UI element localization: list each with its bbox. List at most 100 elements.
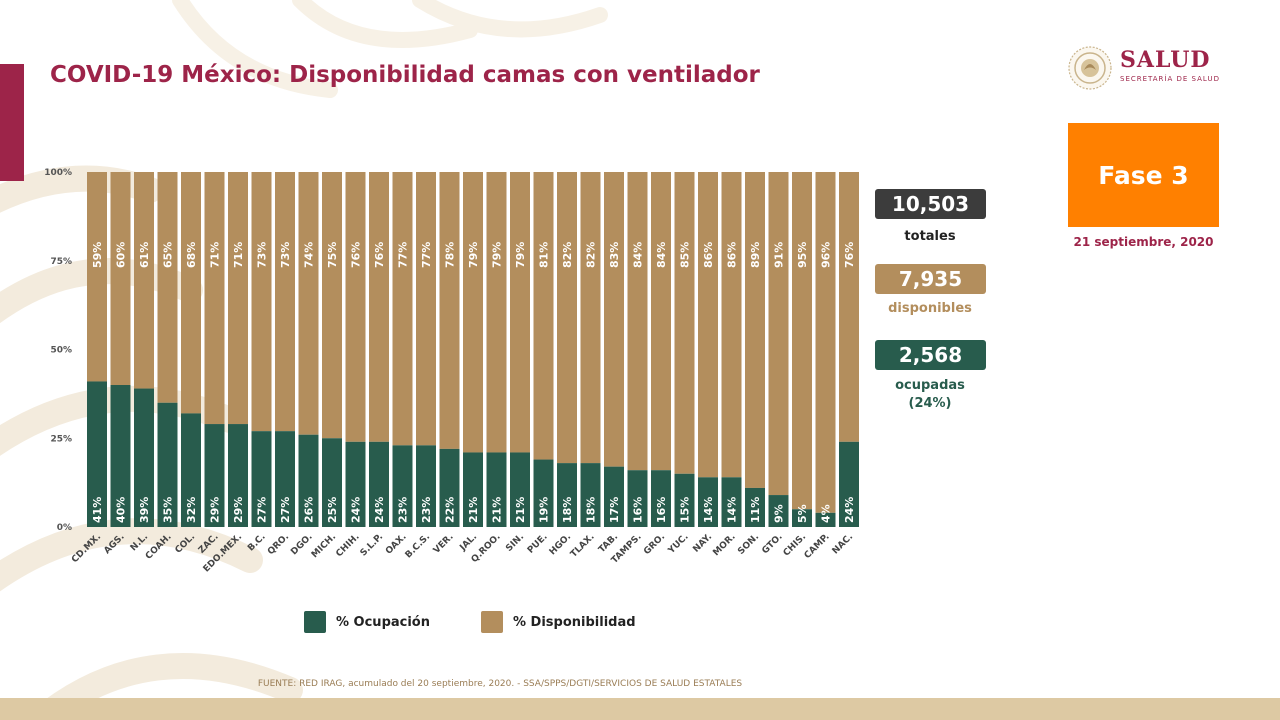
data-label-ocupacion: 41% (91, 497, 104, 523)
bar-ocupacion (627, 470, 648, 527)
bar-disponibilidad (228, 172, 248, 425)
legend-label-disponibilidad: % Disponibilidad (513, 614, 636, 630)
bar-ocupacion (416, 445, 436, 527)
x-tick-label: TLAX. (569, 532, 597, 560)
data-label-ocupacion: 14% (702, 497, 715, 523)
legend-swatch-ocupacion (304, 611, 326, 633)
bar-ocupacion (369, 441, 389, 527)
x-tick-label: SON. (736, 532, 761, 557)
data-label-ocupacion: 18% (585, 497, 598, 523)
data-label-ocupacion: 29% (209, 497, 222, 523)
bar-disponibilidad (486, 172, 507, 453)
x-tick-label: GRO. (642, 532, 667, 557)
y-tick-label: 75% (50, 257, 72, 267)
bar-disponibilidad (181, 172, 201, 414)
x-tick-label: MICH. (310, 532, 338, 560)
disponibles-label: disponibles (888, 301, 972, 316)
bar-disponibilidad (815, 172, 836, 513)
ocupadas-value: 2,568 (875, 340, 986, 370)
data-label-ocupacion: 23% (397, 497, 410, 523)
data-label-ocupacion: 22% (444, 497, 457, 523)
data-label-disponibilidad: 59% (91, 242, 104, 268)
bar-ocupacion (557, 463, 577, 527)
phase-label: Fase 3 (1098, 160, 1189, 190)
bar-ocupacion (721, 477, 742, 527)
x-tick-label: YUC. (666, 532, 691, 557)
bar-ocupacion (392, 445, 413, 527)
bar-ocupacion (157, 402, 178, 527)
bar-disponibilidad (580, 172, 601, 464)
x-tick-label: QRO. (266, 532, 291, 557)
totales-label: totales (904, 229, 956, 244)
data-label-disponibilidad: 76% (843, 242, 856, 268)
bar-ocupacion (181, 413, 201, 527)
bar-disponibilidad (322, 172, 342, 439)
y-tick-label: 0% (57, 523, 72, 533)
bar-disponibilidad (204, 172, 225, 425)
bar-disponibilidad (557, 172, 577, 464)
bar-ocupacion (580, 463, 601, 527)
data-label-disponibilidad: 76% (373, 242, 386, 268)
bar-disponibilidad (651, 172, 671, 471)
data-label-ocupacion: 16% (632, 497, 645, 523)
x-tick-label: N.L. (129, 532, 150, 553)
data-label-ocupacion: 23% (420, 497, 433, 523)
y-tick-label: 25% (50, 434, 72, 444)
bar-disponibilidad (392, 172, 413, 446)
salud-logo (1068, 46, 1112, 90)
source-note: FUENTE: RED IRAG, acumulado del 20 septi… (257, 679, 743, 689)
data-label-ocupacion: 32% (185, 497, 198, 523)
bar-disponibilidad (157, 172, 178, 403)
data-label-ocupacion: 19% (538, 497, 551, 523)
bar-ocupacion (322, 438, 342, 527)
ocupadas-percent: (24%) (908, 396, 952, 411)
bar-ocupacion (768, 495, 789, 527)
data-label-ocupacion: 4% (820, 504, 833, 523)
x-tick-label: CAMP. (803, 532, 832, 561)
bar-ocupacion (134, 388, 154, 527)
phase-badge: Fase 3 (1068, 123, 1219, 227)
data-label-ocupacion: 17% (608, 497, 621, 523)
data-label-disponibilidad: 77% (420, 242, 433, 268)
data-label-disponibilidad: 83% (608, 242, 621, 268)
bar-ocupacion (533, 459, 554, 527)
bar-ocupacion (275, 431, 295, 527)
x-tick-label: COL. (173, 532, 197, 556)
y-tick-label: 50% (50, 346, 72, 356)
data-label-disponibilidad: 79% (491, 242, 504, 268)
bar-disponibilidad (510, 172, 530, 453)
data-label-ocupacion: 29% (232, 497, 245, 523)
data-label-ocupacion: 18% (561, 497, 574, 523)
data-label-disponibilidad: 79% (467, 242, 480, 268)
x-tick-label: GTO. (760, 532, 784, 556)
data-label-disponibilidad: 61% (138, 242, 151, 268)
page-title: COVID-19 México: Disponibilidad camas co… (50, 62, 760, 88)
data-label-disponibilidad: 96% (820, 242, 833, 268)
legend-swatch-disponibilidad (481, 611, 503, 633)
bar-ocupacion (698, 477, 718, 527)
bar-disponibilidad (369, 172, 389, 442)
data-label-ocupacion: 27% (256, 497, 269, 523)
data-label-disponibilidad: 75% (326, 242, 339, 268)
data-label-disponibilidad: 79% (514, 242, 527, 268)
bar-disponibilidad (698, 172, 718, 478)
data-label-ocupacion: 15% (679, 497, 692, 523)
data-label-ocupacion: 26% (303, 497, 316, 523)
bar-ocupacion (463, 452, 483, 527)
data-label-disponibilidad: 60% (115, 242, 128, 268)
bar-disponibilidad (134, 172, 154, 389)
logo-wordmark: SALUD (1120, 47, 1211, 73)
bar-ocupacion (110, 385, 131, 527)
bar-ocupacion (298, 434, 319, 527)
data-label-disponibilidad: 91% (773, 242, 786, 268)
data-label-ocupacion: 35% (162, 497, 175, 523)
data-label-disponibilidad: 71% (209, 242, 222, 268)
bar-disponibilidad (533, 172, 554, 460)
bar-chart: 0% 25% 50% 75% 100% 41% 59% CD.MX. 40% 60% AGS. 39%… (44, 168, 859, 574)
data-label-disponibilidad: 85% (679, 242, 692, 268)
bar-ocupacion (439, 448, 460, 527)
data-label-ocupacion: 27% (279, 497, 292, 523)
legend-disponibilidad: % Disponibilidad (481, 611, 636, 633)
data-label-disponibilidad: 65% (162, 242, 175, 268)
bar-ocupacion (87, 381, 107, 527)
